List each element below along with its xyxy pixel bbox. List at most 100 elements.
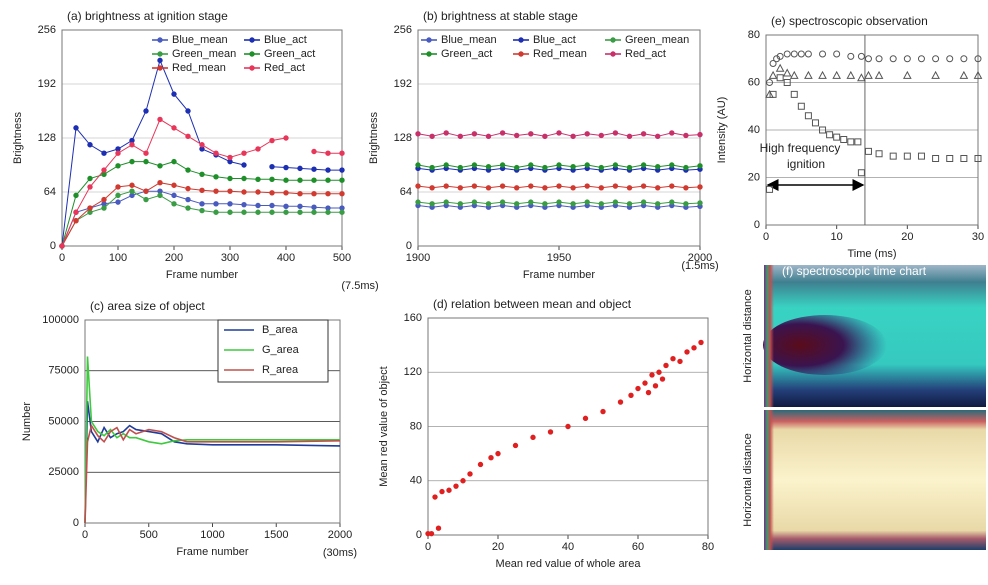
annotation: ignition <box>787 157 825 171</box>
y-tick-label: 128 <box>38 132 56 144</box>
point <box>626 185 633 191</box>
point <box>73 125 79 131</box>
point <box>804 50 812 58</box>
point <box>626 133 633 140</box>
legend-label: Red_act <box>625 48 666 60</box>
legend-marker <box>157 65 163 71</box>
point <box>59 243 65 249</box>
point <box>819 50 827 58</box>
panel-f: (f) spectroscopic time chart Horizontal … <box>742 264 986 550</box>
point <box>697 200 703 206</box>
point <box>697 184 703 190</box>
y-tick-label: 60 <box>748 76 760 88</box>
series-line <box>84 423 341 524</box>
point <box>311 166 317 172</box>
point <box>683 201 689 207</box>
point <box>768 70 778 79</box>
point <box>826 131 834 139</box>
x-tick-label: 2000 <box>328 529 352 541</box>
point <box>471 131 478 137</box>
point <box>766 79 774 86</box>
panel: (d) relation between mean and object 0 40 8… <box>378 297 714 570</box>
point <box>283 164 289 171</box>
point <box>797 50 805 58</box>
point <box>640 183 647 189</box>
point <box>804 112 812 120</box>
point <box>640 131 647 137</box>
y-tick-label: 100000 <box>42 314 79 326</box>
point <box>325 209 331 215</box>
legend-label: G_area <box>262 344 300 356</box>
legend-marker <box>249 37 255 43</box>
point <box>542 164 548 171</box>
point <box>157 116 163 123</box>
x-tick-label: 1950 <box>547 252 571 264</box>
y-tick-label: 80 <box>748 29 760 41</box>
point <box>227 209 233 215</box>
point <box>790 90 798 98</box>
point <box>227 188 233 194</box>
point <box>439 488 445 495</box>
panel-title: (d) relation between mean and object <box>433 297 632 311</box>
point <box>652 383 659 389</box>
point <box>833 50 841 58</box>
point <box>213 174 219 180</box>
x-tick-label: 20 <box>492 541 504 553</box>
point <box>640 162 647 168</box>
point <box>655 201 661 207</box>
point <box>655 133 661 140</box>
point <box>847 138 855 146</box>
point <box>129 188 135 194</box>
point <box>185 196 191 203</box>
point <box>528 131 534 137</box>
point <box>339 167 345 173</box>
point <box>227 201 233 207</box>
point <box>528 199 534 205</box>
panel: (b) brightness at stable stage 0 64 128 192 2… <box>368 9 719 281</box>
point <box>565 423 571 430</box>
panel-title: (f) spectroscopic time chart <box>782 264 927 278</box>
point <box>241 175 247 182</box>
point <box>143 108 149 114</box>
point <box>115 184 121 190</box>
point <box>530 434 536 441</box>
x-tick-label: 1000 <box>200 529 224 541</box>
y-tick-label: 64 <box>400 186 412 198</box>
point <box>819 126 827 134</box>
point <box>697 131 703 138</box>
point <box>584 131 590 137</box>
series-line <box>84 401 341 524</box>
point <box>485 133 492 140</box>
point <box>432 494 438 500</box>
x-tick-label: 10 <box>831 231 843 243</box>
point <box>584 183 590 189</box>
point <box>213 209 219 215</box>
x-tick-label: 200 <box>165 252 183 264</box>
point <box>683 164 689 171</box>
point <box>199 142 205 148</box>
panel-title: (a) brightness at ignition stage <box>67 9 228 23</box>
axis-note: (30ms) <box>323 547 357 559</box>
point <box>659 376 666 382</box>
point <box>269 202 275 209</box>
point <box>656 369 662 375</box>
point <box>846 70 856 79</box>
point <box>556 130 562 136</box>
panel: (e) spectroscopic observation 0 20 40 60 80 0 1… <box>716 14 984 260</box>
point <box>339 150 345 156</box>
x-tick-label: 80 <box>702 541 714 553</box>
point <box>889 152 897 160</box>
y-tick-label: 160 <box>404 312 422 324</box>
point <box>457 185 463 191</box>
point <box>782 68 792 77</box>
x-axis-label: Frame number <box>523 269 595 281</box>
point <box>776 52 784 60</box>
point <box>640 199 647 205</box>
point <box>87 184 93 190</box>
point <box>311 209 317 215</box>
point <box>697 163 703 169</box>
point <box>129 142 135 148</box>
legend-label: Red_mean <box>533 48 587 60</box>
point <box>185 205 191 211</box>
